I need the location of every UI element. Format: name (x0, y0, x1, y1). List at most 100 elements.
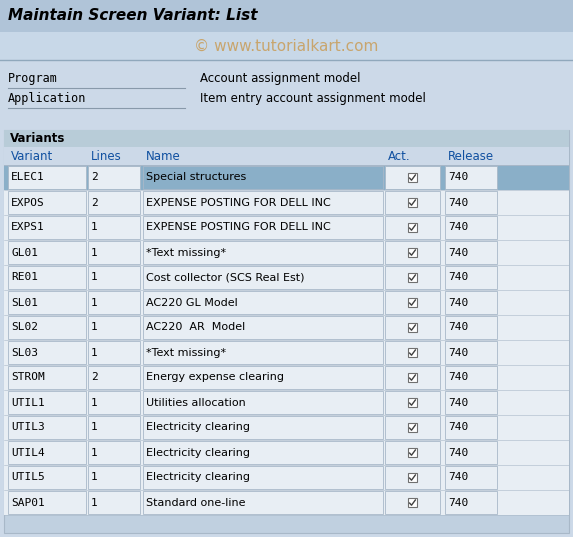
FancyBboxPatch shape (88, 291, 140, 314)
Text: 740: 740 (448, 297, 468, 308)
Text: STROM: STROM (11, 373, 45, 382)
FancyBboxPatch shape (408, 373, 417, 382)
FancyBboxPatch shape (88, 341, 140, 364)
FancyBboxPatch shape (408, 473, 417, 482)
FancyBboxPatch shape (8, 166, 86, 189)
FancyBboxPatch shape (8, 366, 86, 389)
Text: Energy expense clearing: Energy expense clearing (146, 373, 284, 382)
FancyBboxPatch shape (4, 215, 569, 240)
FancyBboxPatch shape (143, 441, 383, 464)
FancyBboxPatch shape (88, 241, 140, 264)
Text: ELEC1: ELEC1 (11, 172, 45, 183)
Text: 740: 740 (448, 473, 468, 483)
FancyBboxPatch shape (385, 266, 440, 289)
FancyBboxPatch shape (408, 273, 417, 282)
Text: EXPS1: EXPS1 (11, 222, 45, 233)
FancyBboxPatch shape (445, 466, 497, 489)
FancyBboxPatch shape (143, 391, 383, 414)
Text: UTIL3: UTIL3 (11, 423, 45, 432)
Text: 740: 740 (448, 172, 468, 183)
FancyBboxPatch shape (88, 391, 140, 414)
FancyBboxPatch shape (445, 191, 497, 214)
FancyBboxPatch shape (385, 166, 440, 189)
FancyBboxPatch shape (8, 191, 86, 214)
FancyBboxPatch shape (385, 341, 440, 364)
Text: EXPENSE POSTING FOR DELL INC: EXPENSE POSTING FOR DELL INC (146, 222, 331, 233)
FancyBboxPatch shape (4, 130, 569, 147)
FancyBboxPatch shape (445, 491, 497, 514)
FancyBboxPatch shape (8, 341, 86, 364)
FancyBboxPatch shape (445, 316, 497, 339)
Text: 1: 1 (91, 397, 98, 408)
FancyBboxPatch shape (4, 415, 569, 440)
FancyBboxPatch shape (4, 390, 569, 415)
FancyBboxPatch shape (88, 191, 140, 214)
Text: GL01: GL01 (11, 248, 38, 258)
FancyBboxPatch shape (8, 491, 86, 514)
FancyBboxPatch shape (4, 130, 569, 533)
FancyBboxPatch shape (408, 223, 417, 232)
FancyBboxPatch shape (445, 291, 497, 314)
Text: Special structures: Special structures (146, 172, 246, 183)
FancyBboxPatch shape (8, 316, 86, 339)
FancyBboxPatch shape (143, 291, 383, 314)
FancyBboxPatch shape (88, 416, 140, 439)
Text: Program: Program (8, 72, 58, 85)
FancyBboxPatch shape (445, 241, 497, 264)
Text: 1: 1 (91, 222, 98, 233)
FancyBboxPatch shape (143, 241, 383, 264)
FancyBboxPatch shape (385, 441, 440, 464)
FancyBboxPatch shape (8, 241, 86, 264)
FancyBboxPatch shape (385, 216, 440, 239)
FancyBboxPatch shape (385, 291, 440, 314)
FancyBboxPatch shape (8, 291, 86, 314)
FancyBboxPatch shape (143, 266, 383, 289)
Text: Cost collector (SCS Real Est): Cost collector (SCS Real Est) (146, 272, 304, 282)
FancyBboxPatch shape (408, 248, 417, 257)
Text: Electricity clearing: Electricity clearing (146, 423, 250, 432)
Text: Item entry account assignment model: Item entry account assignment model (200, 92, 426, 105)
Text: 740: 740 (448, 198, 468, 207)
FancyBboxPatch shape (4, 365, 569, 390)
FancyBboxPatch shape (408, 323, 417, 332)
FancyBboxPatch shape (8, 391, 86, 414)
FancyBboxPatch shape (143, 216, 383, 239)
FancyBboxPatch shape (4, 315, 569, 340)
FancyBboxPatch shape (385, 316, 440, 339)
Text: SL02: SL02 (11, 323, 38, 332)
Text: *Text missing*: *Text missing* (146, 248, 226, 258)
FancyBboxPatch shape (385, 241, 440, 264)
FancyBboxPatch shape (88, 216, 140, 239)
Text: EXPOS: EXPOS (11, 198, 45, 207)
Text: 740: 740 (448, 447, 468, 458)
FancyBboxPatch shape (445, 216, 497, 239)
FancyBboxPatch shape (445, 391, 497, 414)
FancyBboxPatch shape (143, 166, 383, 189)
Text: Utilities allocation: Utilities allocation (146, 397, 246, 408)
Text: 1: 1 (91, 347, 98, 358)
FancyBboxPatch shape (4, 165, 569, 190)
FancyBboxPatch shape (385, 416, 440, 439)
FancyBboxPatch shape (408, 398, 417, 407)
FancyBboxPatch shape (4, 265, 569, 290)
FancyBboxPatch shape (385, 491, 440, 514)
FancyBboxPatch shape (0, 0, 573, 32)
Text: 740: 740 (448, 497, 468, 507)
FancyBboxPatch shape (385, 466, 440, 489)
FancyBboxPatch shape (445, 416, 497, 439)
Text: 740: 740 (448, 323, 468, 332)
Text: Standard one-line: Standard one-line (146, 497, 245, 507)
Text: EXPENSE POSTING FOR DELL INC: EXPENSE POSTING FOR DELL INC (146, 198, 331, 207)
Text: 740: 740 (448, 373, 468, 382)
Text: 740: 740 (448, 272, 468, 282)
Text: 1: 1 (91, 248, 98, 258)
Text: 1: 1 (91, 447, 98, 458)
FancyBboxPatch shape (4, 490, 569, 515)
FancyBboxPatch shape (143, 416, 383, 439)
FancyBboxPatch shape (4, 240, 569, 265)
FancyBboxPatch shape (88, 366, 140, 389)
Text: Electricity clearing: Electricity clearing (146, 473, 250, 483)
Text: 1: 1 (91, 323, 98, 332)
FancyBboxPatch shape (4, 290, 569, 315)
Text: Name: Name (146, 149, 180, 163)
